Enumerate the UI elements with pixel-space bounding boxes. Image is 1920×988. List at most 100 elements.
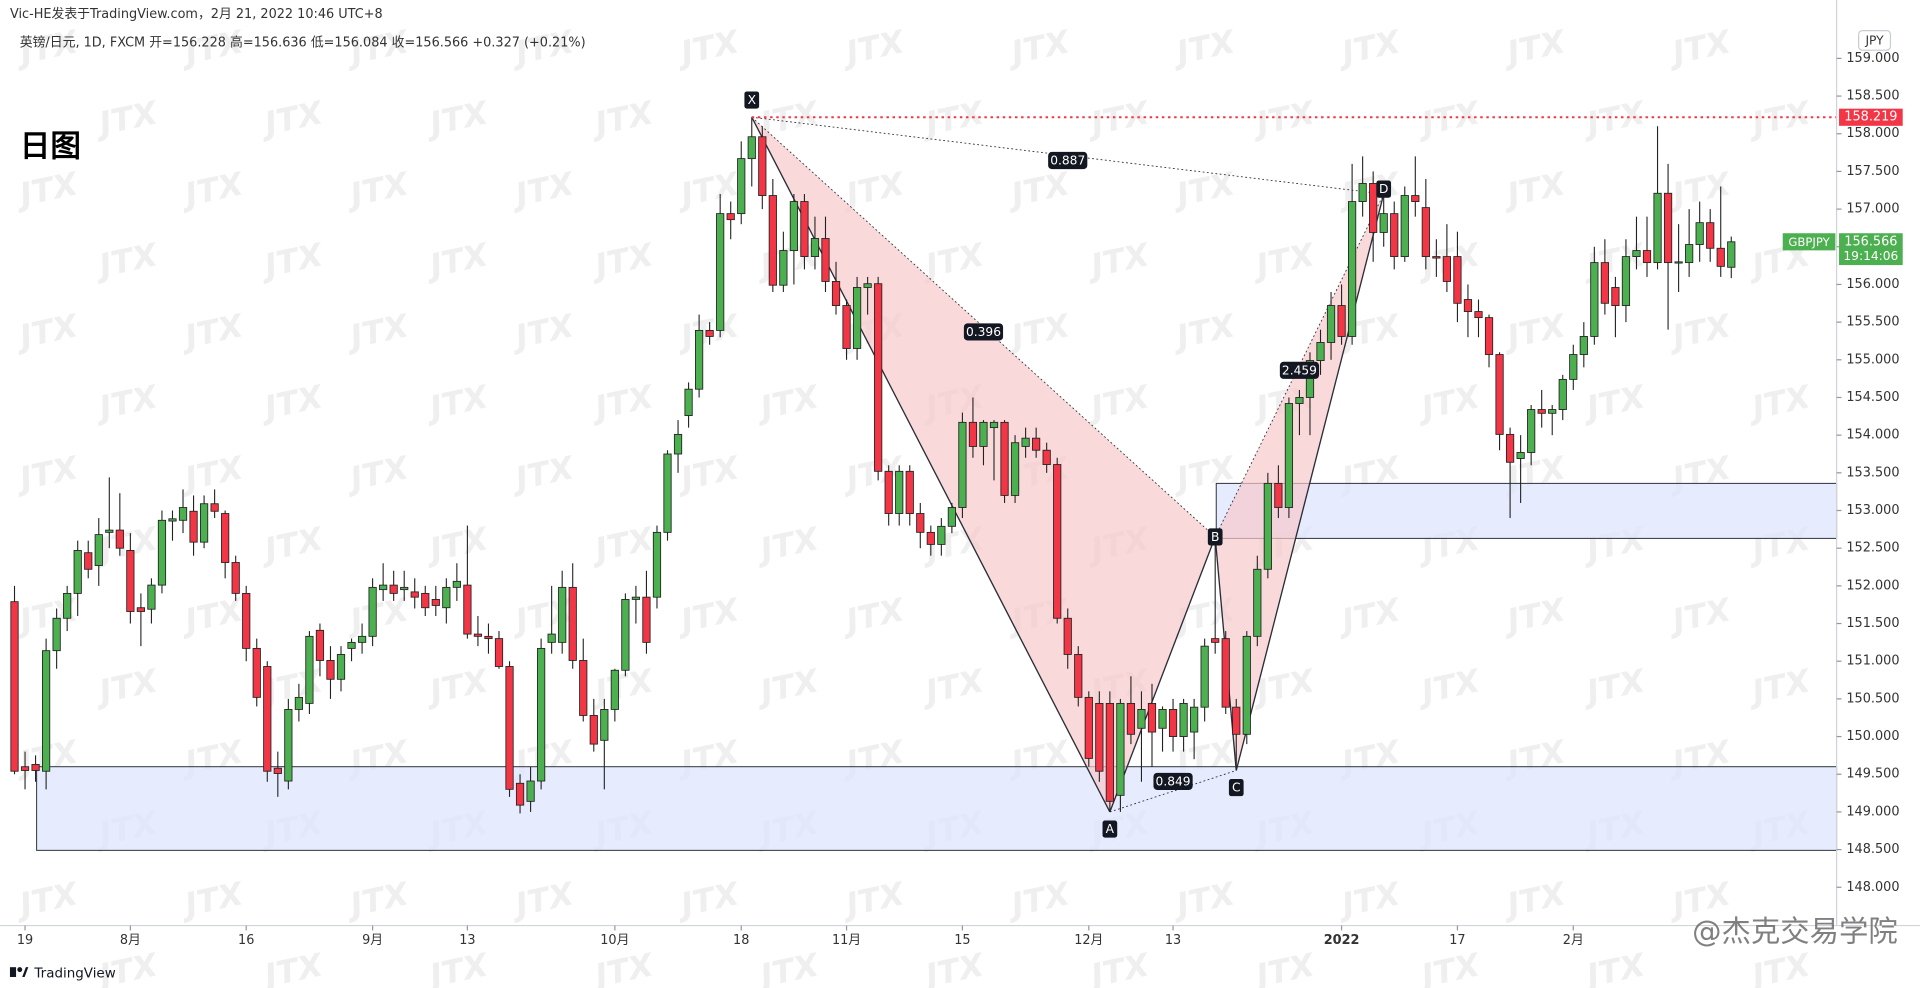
y-tick-label: 150.000	[1846, 729, 1899, 744]
candle-body	[926, 531, 935, 545]
candle-body	[1716, 247, 1725, 267]
x-tick-label: 9月	[362, 933, 383, 948]
currency-label: JPY	[1864, 34, 1884, 48]
candle-body	[1369, 183, 1378, 233]
candle-body	[989, 421, 999, 429]
candle-body	[189, 510, 198, 543]
x-tick-label: 18	[733, 933, 749, 948]
candle-body	[852, 287, 862, 349]
y-tick-label: 157.500	[1846, 164, 1899, 179]
candle-body	[958, 421, 967, 508]
candle-body	[494, 638, 504, 667]
candle-body	[294, 696, 303, 710]
ratio-box	[1279, 361, 1320, 379]
candle-body	[1084, 696, 1093, 759]
candle-body	[1221, 638, 1230, 708]
candle-body	[273, 767, 282, 774]
candle-body	[63, 592, 72, 619]
zone	[1215, 482, 1838, 539]
candle-body	[1042, 449, 1051, 465]
candle-body	[1653, 192, 1662, 264]
pattern-leg	[1109, 536, 1216, 813]
candle-body	[779, 250, 788, 286]
candle-body	[1105, 702, 1114, 802]
candle-body	[10, 601, 19, 772]
candle-body	[1474, 311, 1483, 319]
candle-body	[937, 525, 946, 545]
candle-body	[199, 503, 209, 543]
candle-body	[473, 633, 483, 637]
candle-body	[947, 507, 956, 527]
timeframe-label: 日图	[20, 130, 81, 165]
candle-body	[684, 388, 693, 416]
candle-body	[1484, 317, 1494, 355]
candle-body	[1316, 342, 1325, 361]
pattern-point-box	[1228, 779, 1244, 797]
candle-body	[1211, 638, 1220, 643]
candle-body	[379, 584, 388, 591]
x-tick-label: 16	[238, 933, 254, 948]
x-tick-label: 2022	[1324, 933, 1360, 948]
candle-body	[73, 550, 82, 594]
candle-body	[537, 647, 546, 782]
candle-body	[357, 635, 367, 643]
brand: TradingView	[33, 966, 115, 981]
brand-logo	[9, 967, 29, 977]
candle-body	[421, 592, 430, 609]
candle-body	[1379, 213, 1388, 233]
candle-body	[1168, 709, 1178, 737]
overlay-layer: X A B C D 0.887 0.396 2.459 0.849	[744, 91, 1837, 838]
candle-body	[284, 709, 293, 782]
candle-body	[1569, 354, 1578, 380]
candle-body	[52, 617, 61, 652]
candle-body	[231, 562, 240, 594]
x-tick-label: 17	[1449, 933, 1465, 948]
candle-body	[1000, 421, 1009, 496]
candle-body	[1284, 403, 1294, 508]
candle-layer	[10, 117, 1736, 814]
candle-body	[874, 283, 883, 472]
candle-body	[1527, 409, 1536, 453]
x-tick-label: 2月	[1563, 933, 1584, 948]
candle-body	[1074, 654, 1083, 698]
candle-body	[242, 592, 251, 649]
candle-body	[1390, 213, 1399, 258]
logo-bar	[9, 967, 17, 977]
ratio-label: 0.396	[966, 325, 1001, 339]
x-tick-label: 12月	[1074, 933, 1103, 948]
candle-body	[20, 766, 30, 771]
candle-body	[410, 591, 419, 598]
candle-body	[1358, 183, 1367, 202]
x-tick-label: 10月	[600, 933, 629, 948]
candle-body	[842, 305, 851, 349]
candle-body	[326, 660, 335, 680]
pattern-point-label: B	[1211, 530, 1219, 544]
header-title: Vic-HE发表于TradingView.com，2月 21, 2022 10:…	[10, 6, 383, 22]
candle-body	[1516, 452, 1525, 459]
candle-body	[1242, 635, 1251, 735]
symbol-tag	[1782, 233, 1836, 251]
pattern-leg	[751, 116, 1111, 813]
candle-body	[1295, 397, 1304, 404]
candle-body	[1274, 482, 1283, 508]
candle-body	[1642, 250, 1652, 264]
candle-body	[505, 666, 514, 790]
candle-body	[747, 136, 756, 160]
last-price-tag	[1839, 233, 1903, 266]
price-line-tag	[1839, 108, 1903, 126]
candle-body	[642, 596, 651, 643]
candle-body	[526, 780, 535, 802]
candle-body	[84, 552, 93, 570]
candle-body	[905, 470, 914, 514]
candle-body	[263, 666, 272, 772]
candle-body	[1158, 709, 1167, 729]
y-tick-label: 155.500	[1846, 315, 1899, 330]
candle-body	[1579, 336, 1588, 355]
candle-body	[726, 213, 735, 221]
candle-body	[1632, 250, 1641, 258]
candle-body	[94, 534, 103, 566]
pattern-point-label: A	[1106, 822, 1115, 836]
candle-body	[389, 584, 398, 594]
candle-body	[347, 641, 356, 649]
